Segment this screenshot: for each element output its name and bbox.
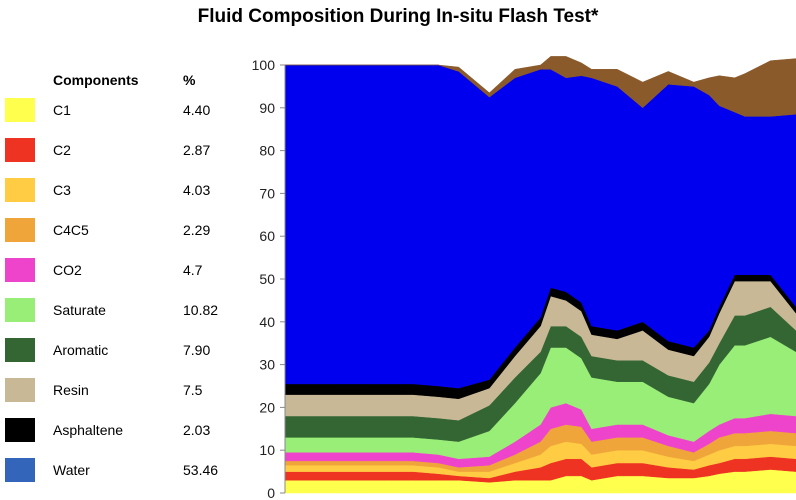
legend-percent: 2.87 bbox=[183, 142, 211, 158]
legend-percent: 2.29 bbox=[183, 222, 211, 238]
legend-name: CO2 bbox=[53, 262, 82, 278]
legend-name: C1 bbox=[53, 102, 71, 118]
legend-swatch bbox=[5, 418, 35, 442]
y-tick-label: 0 bbox=[267, 485, 275, 500]
y-tick-label: 40 bbox=[259, 314, 275, 330]
legend-percent: 7.90 bbox=[183, 342, 211, 358]
legend-header: Components % bbox=[0, 68, 240, 92]
legend-swatch bbox=[5, 258, 35, 282]
legend-name: C4C5 bbox=[53, 222, 89, 238]
y-axis: 0 10 20 30 40 50 60 70 80 90 100 bbox=[252, 57, 286, 500]
area-series-10 bbox=[285, 56, 796, 117]
legend-item-asphaltene: Asphaltene 2.03 bbox=[0, 418, 240, 448]
legend-item-c3: C3 4.03 bbox=[0, 178, 240, 208]
legend-swatch bbox=[5, 138, 35, 162]
legend-percent: 4.03 bbox=[183, 182, 211, 198]
legend-name: Asphaltene bbox=[53, 422, 124, 438]
legend-name: Aromatic bbox=[53, 342, 109, 358]
y-tick-label: 90 bbox=[259, 100, 275, 116]
legend-percent: 4.7 bbox=[183, 262, 203, 278]
legend-swatch bbox=[5, 178, 35, 202]
legend-item-water: Water 53.46 bbox=[0, 458, 240, 488]
legend-name: Resin bbox=[53, 382, 89, 398]
y-tick-label: 100 bbox=[252, 57, 276, 73]
legend-item-c1: C1 4.40 bbox=[0, 98, 240, 128]
legend-item-co2: CO2 4.7 bbox=[0, 258, 240, 288]
legend-header-components: Components bbox=[53, 72, 139, 88]
legend-header-percent: % bbox=[183, 72, 196, 88]
legend-item-aromatic: Aromatic 7.90 bbox=[0, 338, 240, 368]
y-tick-label: 30 bbox=[259, 357, 275, 373]
legend-item-resin: Resin 7.5 bbox=[0, 378, 240, 408]
legend-percent: 2.03 bbox=[183, 422, 211, 438]
legend-name: C2 bbox=[53, 142, 71, 158]
plot-area bbox=[284, 56, 796, 494]
y-tick-label: 20 bbox=[259, 399, 275, 415]
legend-item-c4c5: C4C5 2.29 bbox=[0, 218, 240, 248]
legend-swatch bbox=[5, 298, 35, 322]
legend-name: C3 bbox=[53, 182, 71, 198]
y-tick-label: 70 bbox=[259, 185, 275, 201]
legend-percent: 53.46 bbox=[183, 462, 219, 478]
legend-name: Saturate bbox=[53, 302, 106, 318]
chart-title: Fluid Composition During In-situ Flash T… bbox=[197, 6, 599, 27]
legend-item-c2: C2 2.87 bbox=[0, 138, 240, 168]
legend-percent: 10.82 bbox=[183, 302, 219, 318]
y-tick-label: 60 bbox=[259, 228, 275, 244]
y-tick-label: 50 bbox=[259, 271, 275, 287]
legend-percent: 4.40 bbox=[183, 102, 211, 118]
y-tick-label: 10 bbox=[259, 442, 275, 458]
legend-item-saturate: Saturate 10.82 bbox=[0, 298, 240, 328]
legend-swatch bbox=[5, 378, 35, 402]
legend-swatch bbox=[5, 458, 35, 482]
legend-swatch bbox=[5, 218, 35, 242]
y-tick-label: 80 bbox=[259, 143, 275, 159]
legend-percent: 7.5 bbox=[183, 382, 203, 398]
legend-swatch bbox=[5, 338, 35, 362]
legend-name: Water bbox=[53, 462, 90, 478]
legend-swatch bbox=[5, 98, 35, 122]
